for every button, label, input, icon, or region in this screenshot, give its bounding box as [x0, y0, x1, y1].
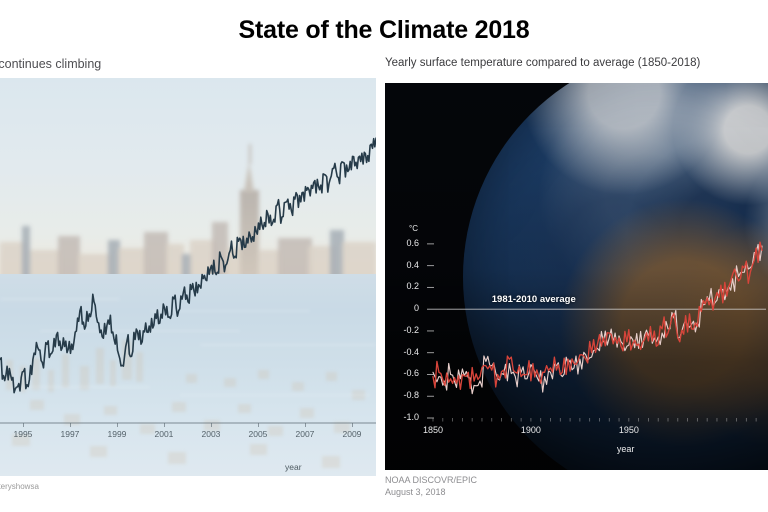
temperature-line-chart	[427, 241, 766, 422]
temperature-axis-title: year	[616, 444, 635, 454]
temperature-y-tick-label: -0.4	[403, 346, 419, 357]
sea-level-x-tick-label: 1999	[107, 429, 127, 439]
temperature-x-tick-label: 1950	[618, 425, 639, 435]
sea-level-panel: evel continues climbing	[0, 57, 376, 497]
temperature-caption: Yearly surface temperature compared to a…	[385, 57, 701, 69]
sea-level-x-tick-label: 2009	[342, 429, 362, 439]
sea-level-trend-line	[0, 137, 376, 394]
sea-level-x-tick-label: 2001	[154, 429, 174, 439]
sea-level-axis-title: year	[285, 462, 302, 472]
temperature-panel: Yearly surface temperature compared to a…	[385, 57, 768, 512]
temperature-credit-date: August 3, 2018	[385, 487, 446, 497]
sea-level-x-tick-label: 1997	[60, 429, 80, 439]
temperature-y-tick-label: -1.0	[403, 412, 419, 422]
temperature-credit: NOAA DISCOVR/EPIC August 3, 2018	[385, 474, 477, 498]
temperature-y-tick-label: -0.6	[403, 368, 419, 379]
temperature-y-tick-label: 0.6	[406, 237, 419, 248]
temperature-series-red	[432, 241, 763, 390]
sea-level-caption: evel continues climbing	[0, 57, 102, 71]
sea-level-x-tick-label: 2007	[295, 429, 315, 439]
temperature-x-tick-label: 1900	[520, 425, 541, 435]
sea-level-x-tick-label: 2003	[201, 429, 221, 439]
sea-level-line-chart	[0, 137, 376, 394]
sea-level-x-tick-label: 1995	[13, 429, 33, 439]
temperature-figure: °C 0.6 0.4 0.2 0 -0.2 -0.4 -0.6 -0.8 -1.0 1850 19…	[385, 83, 768, 470]
water-texture	[0, 274, 376, 476]
earth-overlay	[385, 83, 768, 470]
average-line-label: 1981-2010 average	[491, 294, 576, 306]
sea-level-credit: oteryshowsa	[0, 482, 39, 491]
sea-level-x-tick-label: 2005	[248, 429, 268, 439]
water-background	[0, 274, 376, 476]
sea-level-figure: 1995 1997 1999 2001 2003 2005 2007 2009 year	[0, 78, 376, 476]
temperature-y-tick-label: 0.2	[406, 281, 419, 292]
temperature-credit-source: NOAA DISCOVR/EPIC	[385, 475, 478, 485]
temperature-y-tick-label: -0.2	[403, 324, 419, 335]
temperature-series-light	[432, 243, 763, 395]
temperature-y-tick-label: 0.4	[406, 259, 419, 270]
page-title: State of the Climate 2018	[238, 16, 530, 44]
temperature-unit-label: °C	[409, 223, 418, 233]
temperature-y-tick-label: -0.8	[403, 390, 419, 401]
temperature-x-tick-label: 1850	[423, 425, 444, 435]
temperature-y-tick-label: 0	[413, 303, 419, 314]
sea-level-axis	[0, 422, 376, 427]
